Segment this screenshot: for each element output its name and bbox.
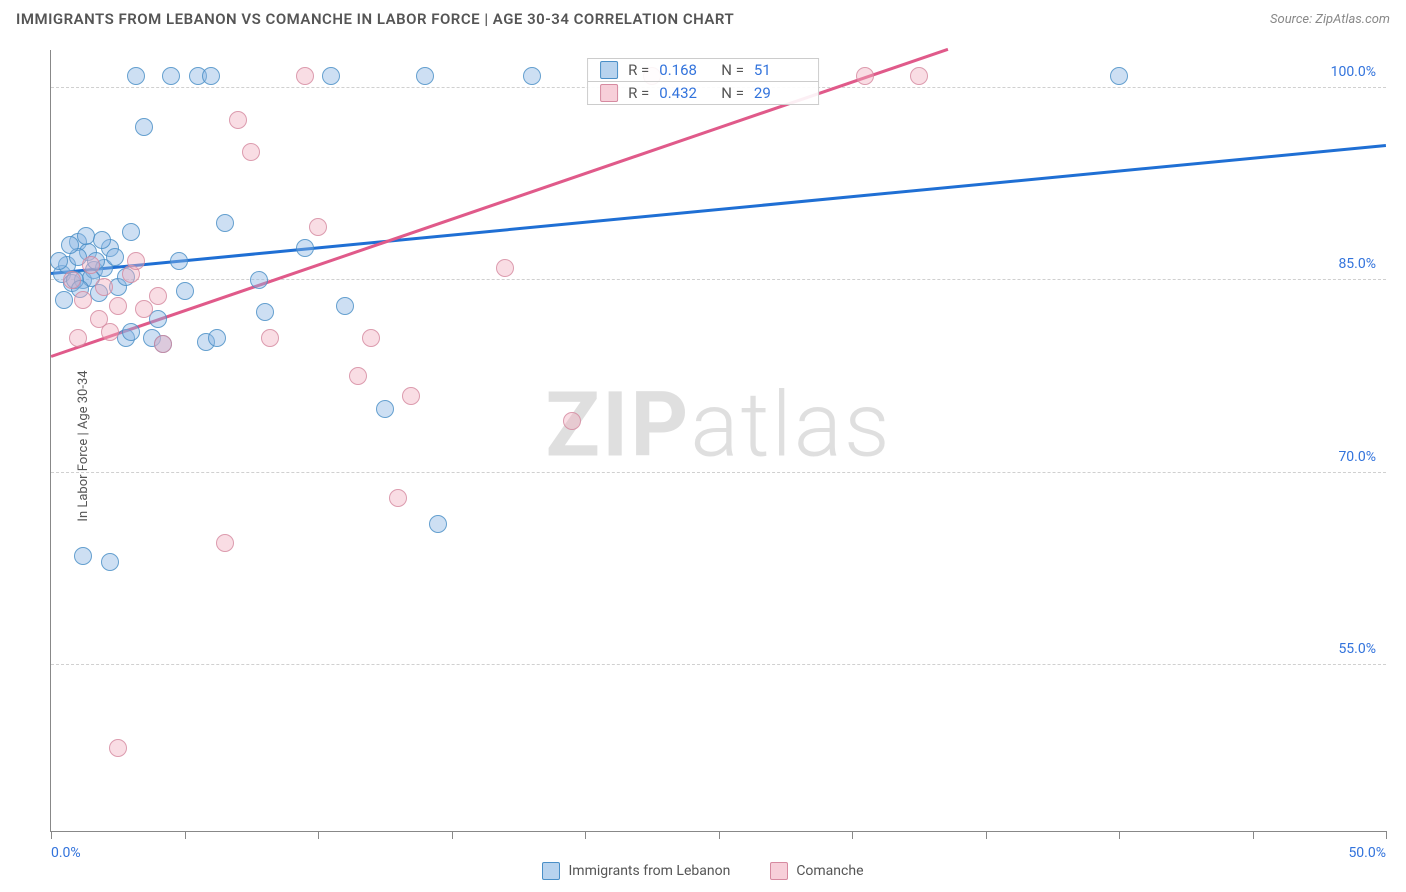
data-point [95, 278, 113, 296]
data-point [154, 335, 172, 353]
data-point [563, 412, 581, 430]
xtick [719, 831, 720, 839]
xtick [318, 831, 319, 839]
data-point [122, 223, 140, 241]
data-point [106, 248, 124, 266]
data-point [109, 739, 127, 757]
gridline-h [51, 472, 1386, 473]
r-value-2: 0.432 [659, 84, 711, 102]
xtick [852, 831, 853, 839]
data-point [336, 297, 354, 315]
stats-legend: R = 0.168 N = 51 R = 0.432 N = 29 [587, 58, 819, 105]
data-point [389, 489, 407, 507]
ytick-label: 70.0% [1338, 449, 1376, 465]
xtick [452, 831, 453, 839]
watermark: ZIPatlas [545, 372, 891, 477]
r-value-1: 0.168 [659, 61, 711, 79]
data-point [296, 67, 314, 85]
data-point [229, 111, 247, 129]
data-point [127, 252, 145, 270]
data-point [63, 271, 81, 289]
data-point [176, 282, 194, 300]
data-point [55, 291, 73, 309]
trend-line-1 [51, 144, 1386, 275]
data-point [322, 67, 340, 85]
chart-title: IMMIGRANTS FROM LEBANON VS COMANCHE IN L… [16, 10, 734, 28]
swatch-series1 [600, 61, 618, 79]
data-point [429, 515, 447, 533]
data-point [309, 218, 327, 236]
data-point [101, 323, 119, 341]
data-point [496, 259, 514, 277]
data-point [416, 67, 434, 85]
data-point [250, 271, 268, 289]
data-point [296, 239, 314, 257]
ytick-label: 55.0% [1338, 641, 1376, 657]
stats-row-series1: R = 0.168 N = 51 [587, 58, 819, 82]
data-point [77, 227, 95, 245]
n-value-2: 29 [754, 84, 806, 102]
stats-row-series2: R = 0.432 N = 29 [587, 82, 819, 105]
data-point [402, 387, 420, 405]
data-point [208, 329, 226, 347]
source-label: Source: ZipAtlas.com [1270, 12, 1390, 27]
bottom-legend: Immigrants from Lebanon Comanche [0, 862, 1406, 880]
data-point [122, 323, 140, 341]
data-point [74, 291, 92, 309]
data-point [261, 329, 279, 347]
xtick [185, 831, 186, 839]
xtick [1253, 831, 1254, 839]
data-point [61, 236, 79, 254]
data-point [69, 329, 87, 347]
data-point [242, 143, 260, 161]
data-point [202, 67, 220, 85]
xtick [1119, 831, 1120, 839]
plot-area: ZIPatlas 55.0%70.0%85.0%100.0%0.0%50.0% [50, 50, 1386, 832]
xtick-label: 50.0% [1348, 845, 1386, 861]
data-point [523, 67, 541, 85]
data-point [50, 252, 68, 270]
data-point [216, 214, 234, 232]
ytick-label: 85.0% [1338, 256, 1376, 272]
ytick-label: 100.0% [1331, 64, 1376, 80]
data-point [101, 553, 119, 571]
data-point [162, 67, 180, 85]
xtick [1386, 831, 1387, 839]
legend-item-series2: Comanche [770, 862, 863, 880]
data-point [362, 329, 380, 347]
data-point [170, 252, 188, 270]
data-point [376, 400, 394, 418]
data-point [74, 547, 92, 565]
data-point [135, 118, 153, 136]
gridline-h [51, 664, 1386, 665]
swatch-series2 [600, 84, 618, 102]
data-point [856, 67, 874, 85]
legend-item-series1: Immigrants from Lebanon [542, 862, 730, 880]
data-point [149, 287, 167, 305]
xtick [585, 831, 586, 839]
data-point [93, 231, 111, 249]
data-point [127, 67, 145, 85]
swatch-series1-b [542, 862, 560, 880]
swatch-series2-b [770, 862, 788, 880]
data-point [349, 367, 367, 385]
data-point [256, 303, 274, 321]
xtick [51, 831, 52, 839]
data-point [1110, 67, 1128, 85]
data-point [910, 67, 928, 85]
xtick-label: 0.0% [51, 845, 81, 861]
data-point [109, 297, 127, 315]
data-point [216, 534, 234, 552]
n-value-1: 51 [754, 61, 806, 79]
xtick [986, 831, 987, 839]
data-point [82, 256, 100, 274]
